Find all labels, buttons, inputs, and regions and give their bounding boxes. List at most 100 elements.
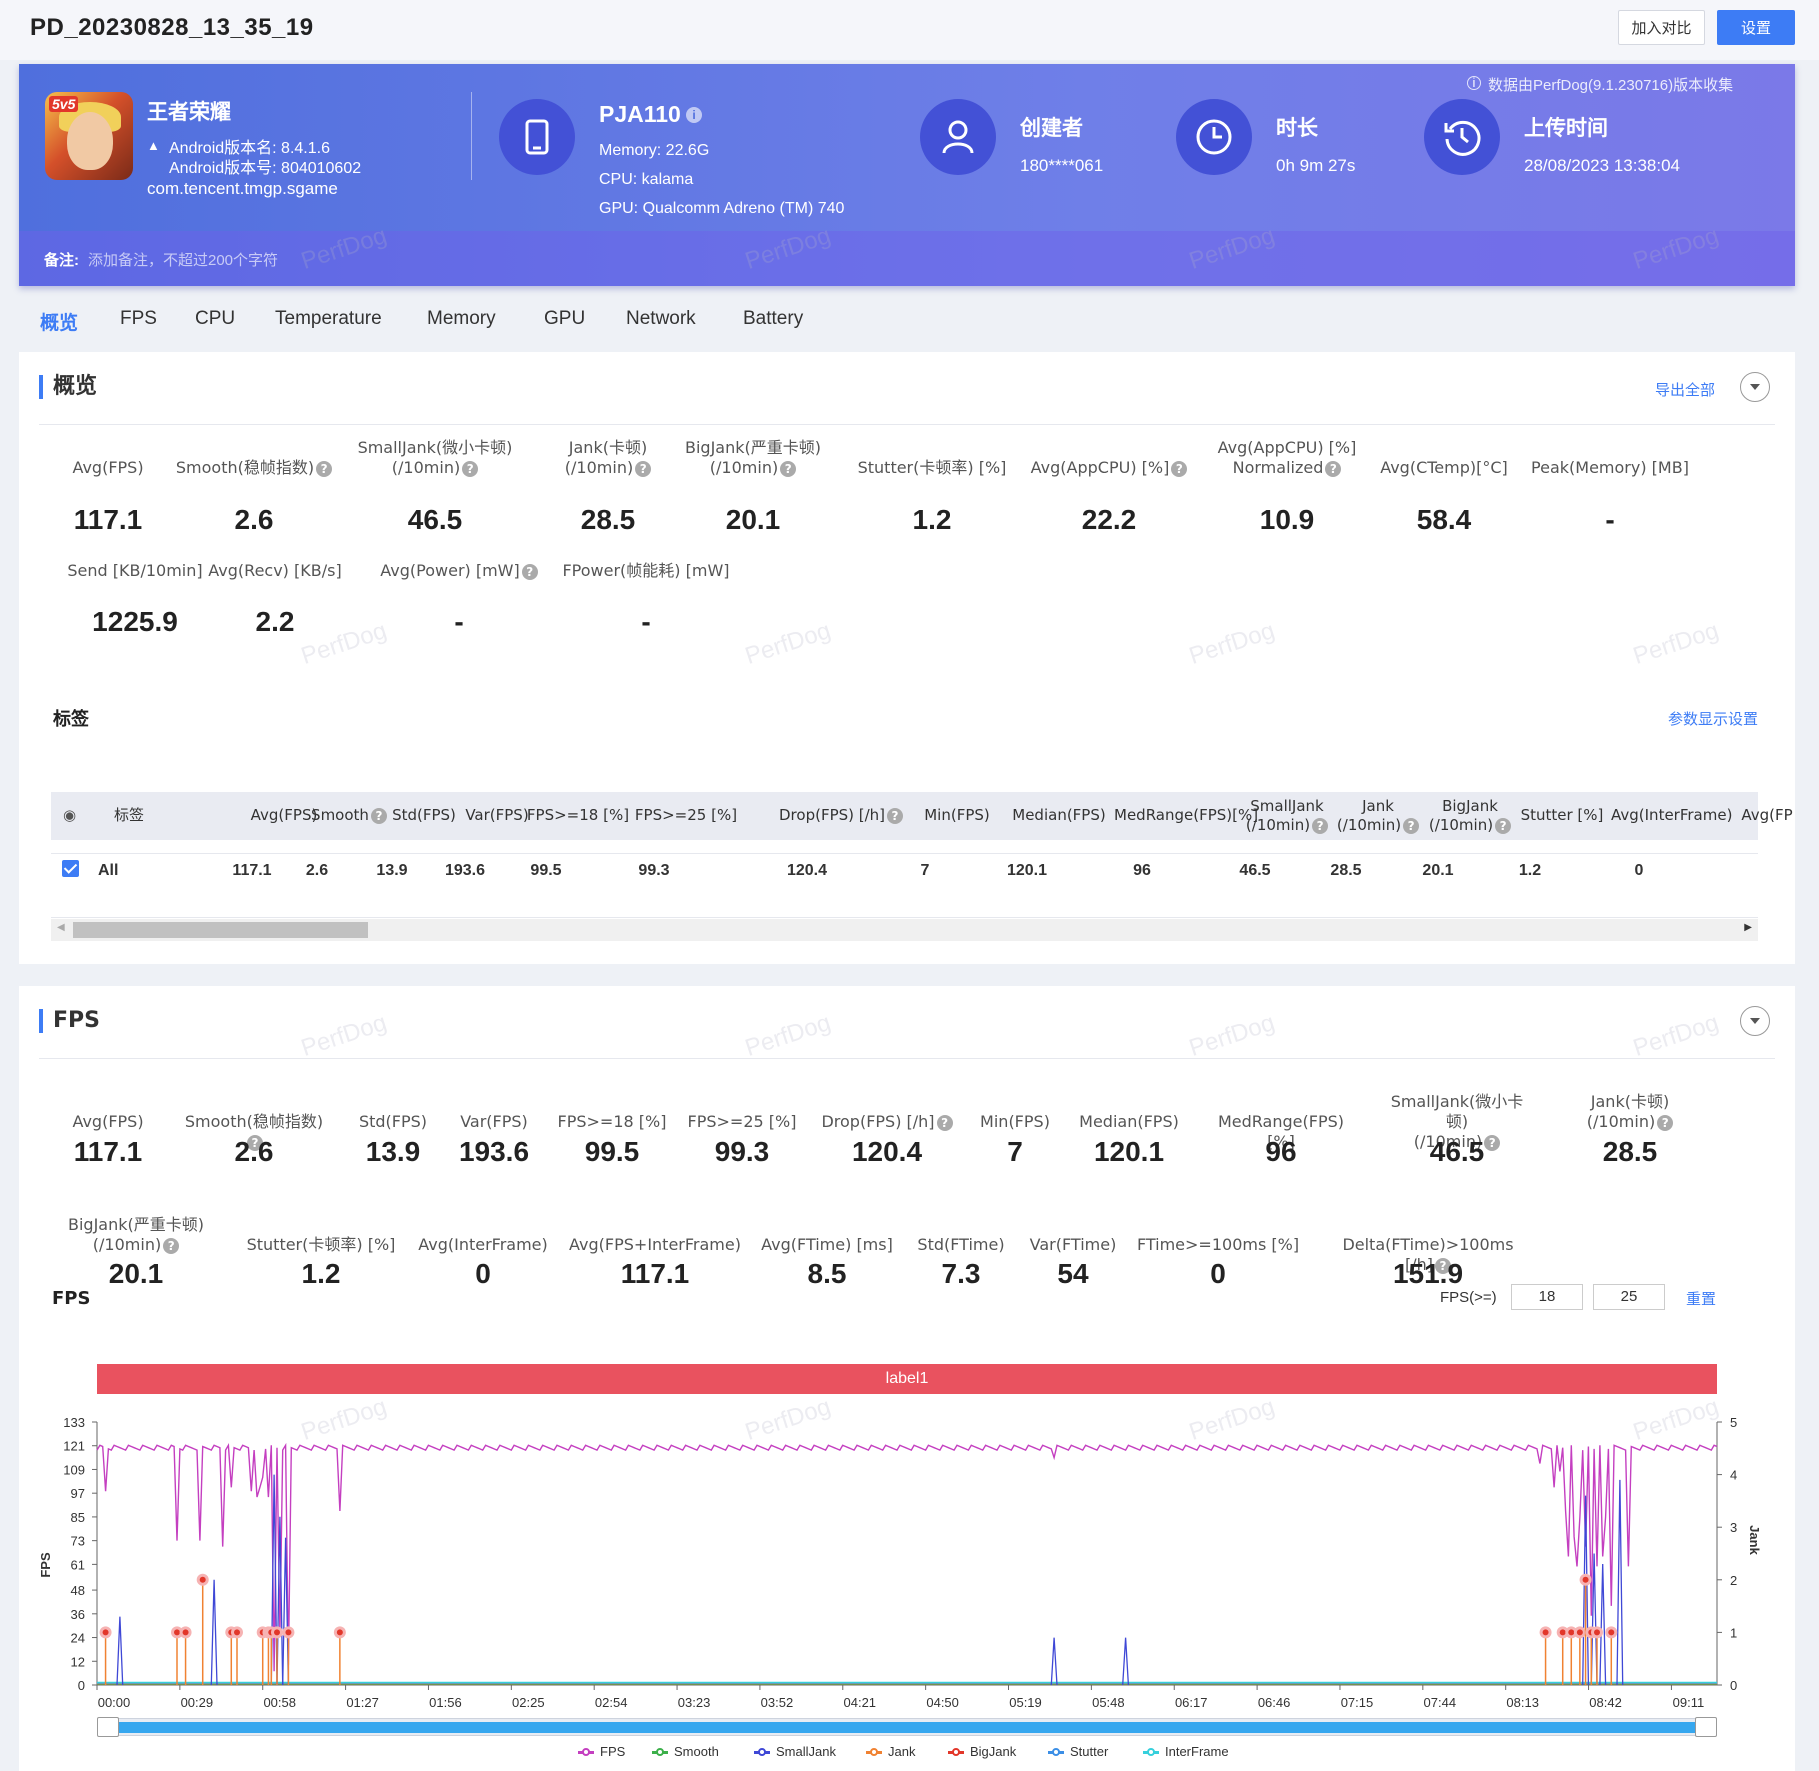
legend-item[interactable]: FPS	[578, 1744, 625, 1759]
legend-item[interactable]: BigJank	[948, 1744, 1016, 1759]
y2-tick-label: 4	[1730, 1468, 1737, 1483]
slider-left-handle[interactable]	[97, 1717, 119, 1737]
clock-icon	[1176, 99, 1252, 175]
version-name: Android版本名: 8.4.1.6	[169, 140, 330, 157]
help-icon[interactable]: ?	[1484, 1134, 1501, 1151]
legend-marker	[1143, 1748, 1159, 1757]
help-icon[interactable]: ?	[936, 1114, 953, 1131]
slider-right-handle[interactable]	[1695, 1717, 1717, 1737]
table-cell: 13.9	[376, 862, 408, 879]
x-tick-label: 07:44	[1424, 1695, 1457, 1710]
settings-button[interactable]: 设置	[1717, 10, 1795, 45]
legend-item[interactable]: Stutter	[1048, 1744, 1108, 1759]
metric-label: Avg(FTime) [ms]	[761, 1235, 893, 1254]
y-tick-label: 36	[71, 1607, 85, 1622]
tag-section-title: 标签	[53, 709, 89, 730]
label-bar[interactable]: label1	[97, 1364, 1717, 1394]
tab-gpu[interactable]: GPU	[544, 308, 586, 329]
help-icon[interactable]: ?	[316, 460, 333, 477]
help-icon[interactable]: ?	[462, 460, 479, 477]
bigjank-point	[174, 1629, 180, 1636]
reset-link[interactable]: 重置	[1686, 1290, 1717, 1308]
page-title: PD_20230828_13_35_19	[30, 14, 314, 41]
table-cell: 2.6	[305, 862, 329, 879]
scroll-left-icon[interactable]: ◀	[57, 922, 65, 933]
eye-icon[interactable]: ◉	[63, 807, 77, 824]
help-icon[interactable]: ?	[521, 563, 538, 580]
scroll-thumb[interactable]	[73, 922, 368, 938]
help-icon[interactable]: ?	[163, 1237, 180, 1254]
bigjank-point	[1576, 1629, 1583, 1636]
scroll-right-icon[interactable]: ▶	[1744, 922, 1752, 933]
threshold-input-1[interactable]: 18	[1511, 1284, 1583, 1310]
legend-item[interactable]: InterFrame	[1143, 1744, 1229, 1759]
tab-battery[interactable]: Battery	[743, 308, 804, 329]
bigjank-point	[274, 1629, 280, 1636]
remark-input[interactable]: 添加备注，不超过200个字符	[88, 252, 279, 269]
help-icon[interactable]: ?	[247, 1134, 263, 1151]
metric-value: 120.4	[851, 1136, 923, 1167]
collapse-icon[interactable]	[1740, 372, 1770, 402]
y-tick-label: 109	[63, 1462, 85, 1477]
metric-label: Avg(CTemp)[°C]	[1380, 458, 1508, 477]
x-tick-label: 09:11	[1673, 1695, 1705, 1710]
tab-cpu[interactable]: CPU	[195, 308, 236, 329]
upload-value: 28/08/2023 13:38:04	[1524, 156, 1680, 175]
source-note: 数据由PerfDog(9.1.230716)版本收集	[1488, 77, 1734, 94]
table-header-cell: FPS>=25 [%]	[634, 806, 738, 824]
y-axis-label: FPS	[38, 1552, 53, 1578]
tab-temperature[interactable]: Temperature	[275, 308, 382, 329]
tab-overview[interactable]: 概览	[40, 312, 79, 334]
threshold-input-2[interactable]: 25	[1593, 1284, 1665, 1310]
help-icon[interactable]: ?	[370, 807, 387, 824]
legend-item[interactable]: Smooth	[652, 1744, 719, 1759]
help-icon[interactable]: ?	[635, 460, 652, 477]
table-cell: 1.2	[1518, 862, 1542, 879]
bigjank-point	[234, 1629, 240, 1636]
tab-memory[interactable]: Memory	[427, 308, 496, 329]
fps-title: FPS	[39, 1009, 100, 1033]
help-icon[interactable]: ?	[1435, 1257, 1451, 1274]
help-icon[interactable]: ?	[1403, 817, 1420, 834]
source-info-icon: i	[1467, 76, 1481, 90]
help-icon[interactable]: ?	[1495, 817, 1512, 834]
help-icon[interactable]: ?	[1657, 1114, 1674, 1131]
help-icon[interactable]: ?	[887, 807, 904, 824]
legend-item[interactable]: Jank	[866, 1744, 915, 1759]
metric-label: SmallJank(微小卡顿) (/10min)?	[357, 438, 513, 477]
legend-marker	[866, 1748, 882, 1757]
help-icon[interactable]: ?	[1325, 460, 1342, 477]
add-to-compare-button[interactable]: 加入对比	[1618, 10, 1705, 45]
remark-label: 备注:	[44, 252, 79, 269]
fps-collapse-icon[interactable]	[1740, 1006, 1770, 1036]
time-range-slider[interactable]	[97, 1717, 1717, 1737]
export-all-link[interactable]: 导出全部	[1655, 381, 1716, 399]
metric-value: 10.9	[1259, 504, 1315, 535]
tab-network[interactable]: Network	[626, 308, 696, 329]
bigjank-point	[1559, 1629, 1566, 1636]
metric-label: FPS>=18 [%]	[557, 1112, 667, 1131]
y2-tick-label: 0	[1730, 1678, 1737, 1693]
tab-fps[interactable]: FPS	[120, 308, 157, 329]
x-tick-label: 08:42	[1589, 1695, 1622, 1710]
y2-tick-label: 5	[1730, 1415, 1737, 1430]
metric-label: Std(FTime)	[917, 1235, 1005, 1254]
help-icon[interactable]: ?	[1171, 460, 1188, 477]
game-icon: 5v5	[45, 92, 133, 180]
table-scrollbar[interactable]: ◀ ▶	[51, 919, 1758, 941]
row-checkbox[interactable]	[62, 860, 79, 877]
legend-item[interactable]: SmallJank	[754, 1744, 836, 1759]
y-tick-label: 121	[63, 1439, 85, 1454]
metric-value: 20.1	[108, 1258, 164, 1289]
metric-label: SmallJank(微小卡顿) (/10min)?	[1390, 1092, 1524, 1151]
metric-label: Smooth(稳帧指数)?	[149, 458, 359, 478]
info-icon[interactable]: i	[686, 107, 702, 123]
table-header-cell: SmallJank (/10min)?	[1227, 797, 1347, 835]
x-tick-label: 00:29	[181, 1695, 214, 1710]
help-icon[interactable]: ?	[780, 460, 797, 477]
param-settings-link[interactable]: 参数显示设置	[1668, 710, 1759, 728]
metric-label: Avg(AppCPU) [%]?	[1004, 458, 1214, 478]
help-icon[interactable]: ?	[1312, 817, 1329, 834]
bigjank-point	[1594, 1629, 1600, 1636]
